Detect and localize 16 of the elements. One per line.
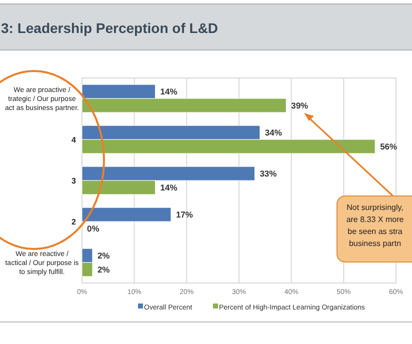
text: 14% — [160, 182, 178, 192]
annotation: Not surprisingly, are 8.33 X more be seen as stra business partn — [346, 203, 404, 248]
text: 34% — [264, 128, 282, 138]
text: 0% — [87, 223, 100, 234]
bar — [82, 207, 172, 222]
text: 14% — [160, 86, 178, 97]
chart-title: 3: Leadership Perception of L&D — [1, 20, 218, 36]
y-tick-label: 2 — [72, 217, 77, 226]
text: 2% — [97, 250, 110, 261]
text: 17% — [176, 210, 193, 220]
text: 56% — [380, 141, 398, 152]
text: 2% — [97, 264, 110, 274]
y-tick-label: 4 — [72, 135, 77, 144]
text: 39% — [291, 100, 308, 110]
y-tick-label: 3 — [72, 176, 77, 186]
text: 33% — [260, 168, 277, 179]
